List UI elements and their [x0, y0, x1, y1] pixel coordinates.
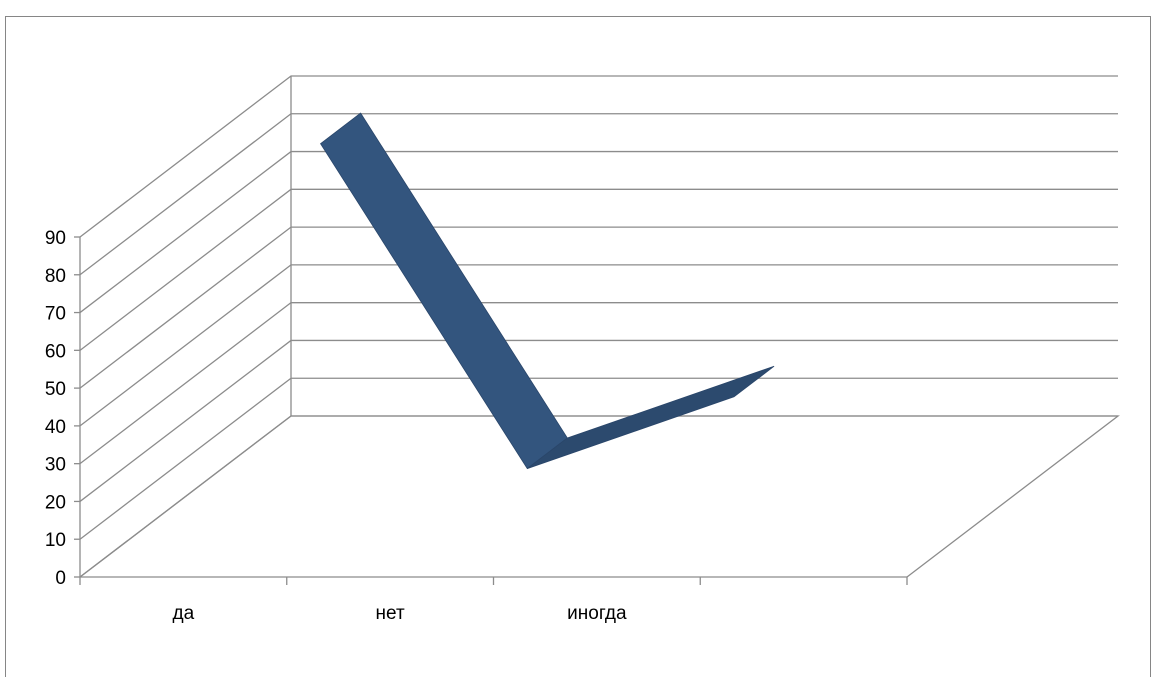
x-tick-label: да	[173, 603, 195, 624]
x-tick-label: иногда	[567, 603, 627, 624]
floor-outline	[79, 415, 1120, 578]
series-segment	[527, 365, 775, 469]
y-tick-label: 40	[45, 417, 66, 438]
x-tick-label: нет	[376, 603, 405, 624]
x-axis-tick-labels: да нет иногда	[173, 603, 627, 624]
y-tick-label: 50	[45, 379, 66, 400]
series-segment	[319, 112, 568, 470]
chart-frame	[5, 16, 1151, 677]
y-tick-label: 20	[45, 492, 66, 513]
y-tick-label: 0	[55, 568, 66, 589]
series-ribbon	[319, 112, 775, 470]
y-tick-label: 10	[45, 530, 66, 551]
y-tick-label: 60	[45, 341, 66, 362]
y-axis-tick-labels: 0 10 20 30 40 50 60 70 80 90	[45, 228, 66, 589]
y-tick-label: 70	[45, 304, 66, 325]
chart-walls	[74, 75, 1120, 585]
y-tick-label: 30	[45, 455, 66, 476]
y-tick-label: 90	[45, 228, 66, 249]
y-tick-label: 80	[45, 266, 66, 287]
